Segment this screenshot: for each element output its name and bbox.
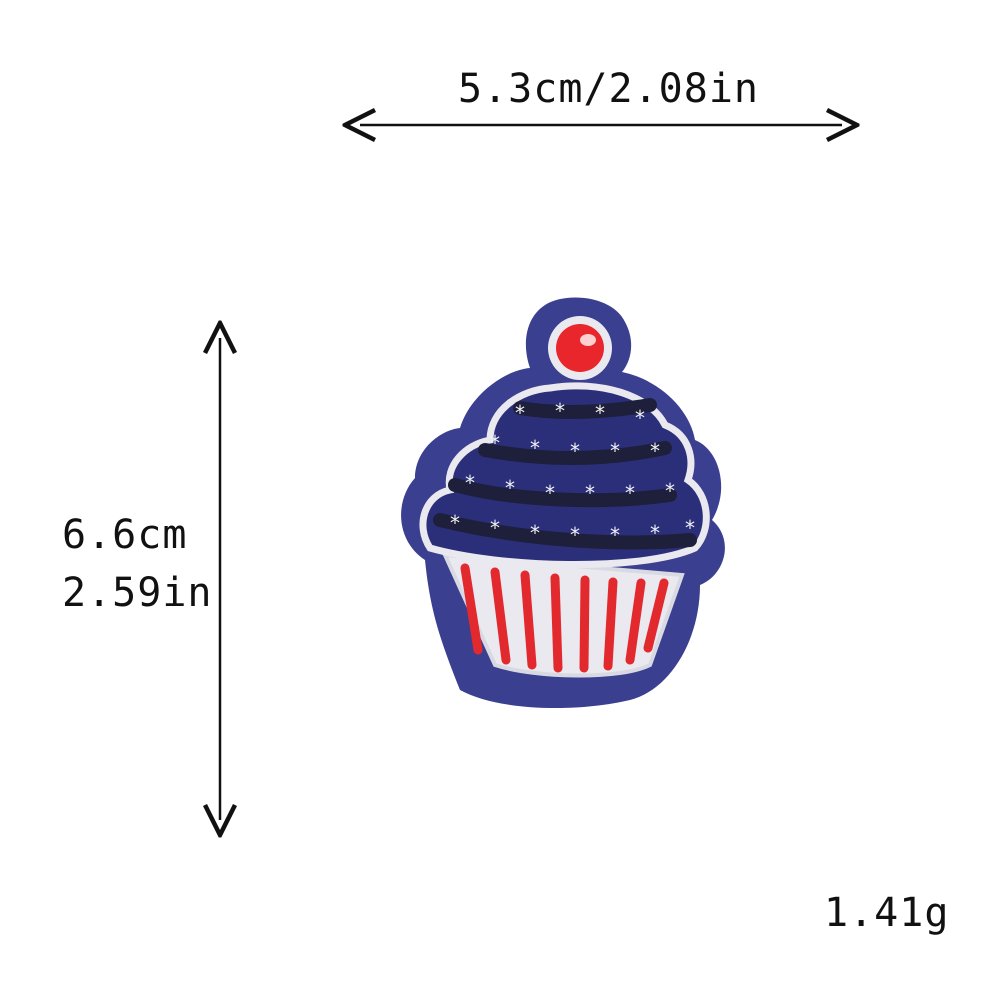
width-dimension-label: 5.3cm/2.08in xyxy=(458,66,759,112)
svg-text:*: * xyxy=(610,439,620,463)
svg-text:*: * xyxy=(515,401,525,425)
svg-text:*: * xyxy=(635,406,645,430)
height-dimension-in-label: 2.59in xyxy=(62,570,213,616)
svg-text:*: * xyxy=(685,516,695,540)
svg-text:*: * xyxy=(650,439,660,463)
cupcake-liner xyxy=(441,552,685,678)
cupcake-frosting: * * * * * * * * * * * * * * * * * * * * * * xyxy=(419,382,710,569)
svg-text:*: * xyxy=(505,476,515,500)
svg-text:*: * xyxy=(585,481,595,505)
svg-text:*: * xyxy=(490,431,500,455)
svg-text:*: * xyxy=(625,481,635,505)
svg-text:*: * xyxy=(450,511,460,535)
svg-text:*: * xyxy=(490,516,500,540)
svg-text:*: * xyxy=(595,401,605,425)
svg-text:*: * xyxy=(570,523,580,547)
svg-text:*: * xyxy=(555,399,565,423)
svg-text:*: * xyxy=(610,523,620,547)
height-dimension-cm-label: 6.6cm xyxy=(62,512,188,558)
svg-text:*: * xyxy=(545,481,555,505)
weight-label: 1.41g xyxy=(824,890,950,936)
star-stitch-pattern: * * * * * * * * * * * * * * * * * * * * * * xyxy=(450,399,695,547)
svg-text:*: * xyxy=(530,521,540,545)
svg-text:*: * xyxy=(665,479,675,503)
svg-text:*: * xyxy=(530,436,540,460)
svg-text:*: * xyxy=(650,521,660,545)
svg-text:*: * xyxy=(465,471,475,495)
svg-text:*: * xyxy=(570,439,580,463)
cherry xyxy=(548,316,612,380)
